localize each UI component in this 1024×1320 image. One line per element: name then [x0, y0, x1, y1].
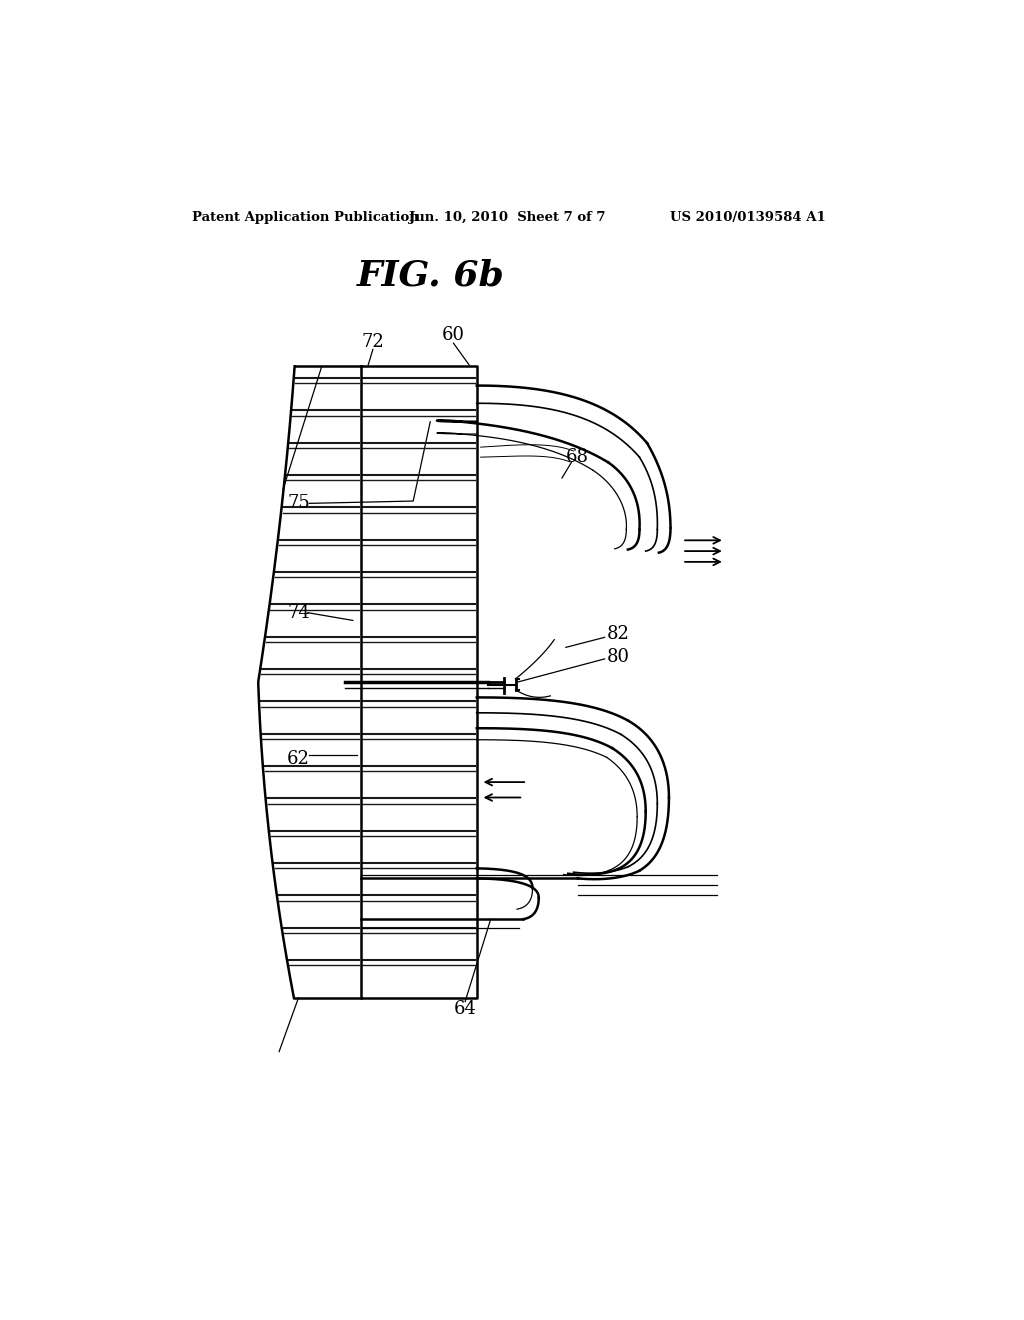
Text: 68: 68 [566, 449, 589, 466]
Text: 74: 74 [287, 603, 310, 622]
Text: 64: 64 [454, 1001, 476, 1018]
Text: Patent Application Publication: Patent Application Publication [191, 211, 418, 224]
Text: 80: 80 [607, 648, 630, 667]
Text: 75: 75 [287, 495, 310, 512]
Text: 60: 60 [442, 326, 465, 345]
Text: 82: 82 [607, 626, 630, 643]
Text: FIG. 6b: FIG. 6b [356, 259, 504, 293]
Text: 72: 72 [361, 333, 384, 351]
Text: Jun. 10, 2010  Sheet 7 of 7: Jun. 10, 2010 Sheet 7 of 7 [409, 211, 605, 224]
Text: US 2010/0139584 A1: US 2010/0139584 A1 [671, 211, 826, 224]
Text: 62: 62 [287, 750, 310, 768]
